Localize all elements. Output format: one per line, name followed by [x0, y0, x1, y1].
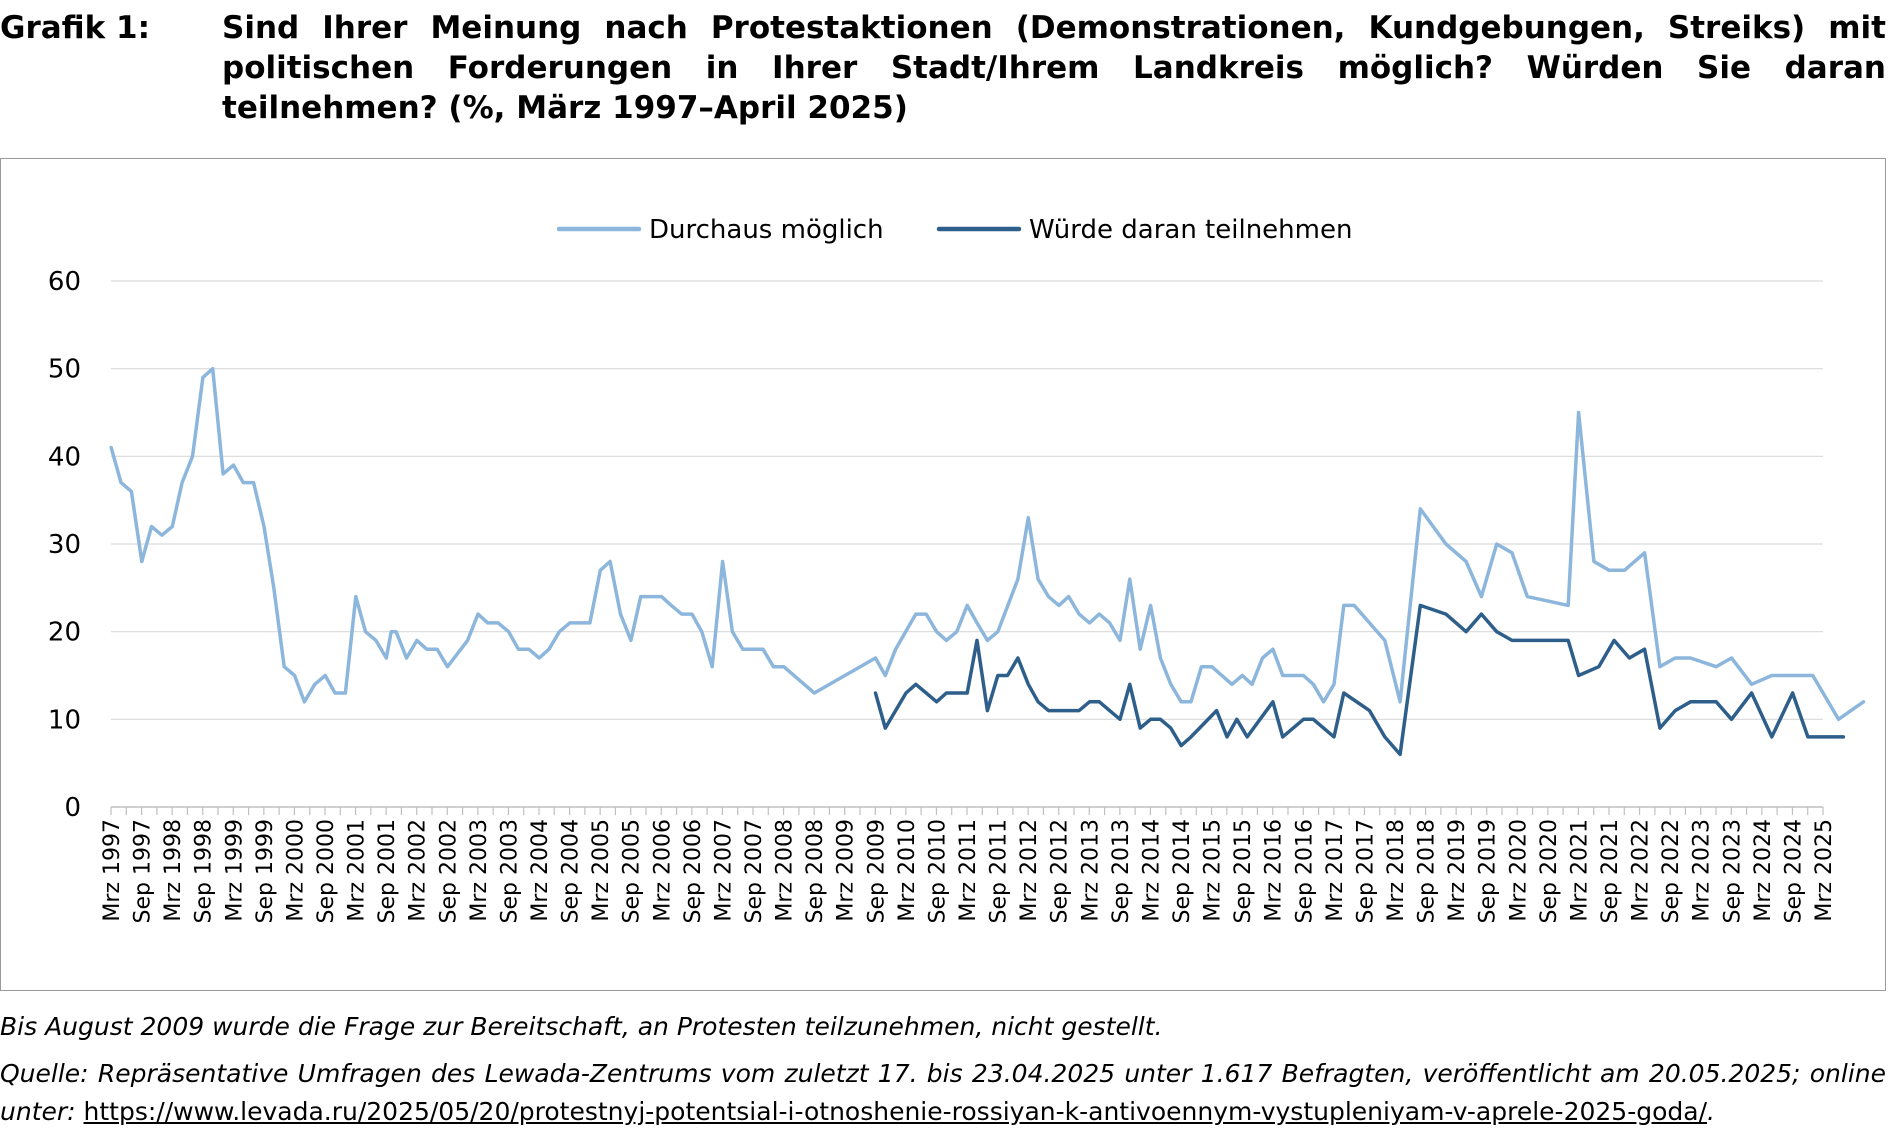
x-tick-label: Mrz 2021	[1567, 819, 1592, 922]
x-tick-label: Mrz 2008	[773, 819, 798, 922]
y-tick-label: 30	[48, 530, 81, 560]
x-tick-label: Mrz 2005	[589, 819, 614, 922]
series-line-1	[109, 366, 1866, 722]
source-suffix: .	[1707, 1097, 1715, 1126]
x-tick-label: Sep 2000	[314, 819, 339, 923]
x-tick-label: Mrz 2010	[895, 819, 920, 922]
x-tick-label: Sep 2003	[497, 819, 522, 923]
x-tick-label: Sep 1999	[253, 819, 278, 923]
x-tick-label: Mrz 2002	[406, 819, 431, 922]
x-tick-label: Sep 2005	[620, 819, 645, 923]
x-tick-label: Sep 1998	[192, 819, 217, 923]
x-tick-label: Mrz 2025	[1812, 819, 1837, 922]
x-tick-label: Sep 2023	[1720, 819, 1745, 923]
x-tick-label: Sep 2021	[1598, 819, 1623, 923]
x-tick-label: Mrz 2017	[1323, 819, 1348, 922]
x-tick-label: Mrz 2013	[1078, 819, 1103, 922]
x-tick-label: Sep 2013	[1109, 819, 1134, 923]
x-tick-label: Mrz 1998	[161, 819, 186, 922]
x-tick-label: Sep 2016	[1292, 819, 1317, 923]
x-tick-label: Mrz 2001	[345, 819, 370, 922]
x-tick-label: Sep 2006	[681, 819, 706, 923]
x-tick-label: Mrz 2007	[711, 819, 736, 922]
x-tick-label: Sep 2007	[742, 819, 767, 923]
x-tick-label: Sep 2017	[1353, 819, 1378, 923]
x-tick-label: Mrz 2019	[1445, 819, 1470, 922]
x-tick-label: Sep 2008	[803, 819, 828, 923]
y-tick-label: 20	[48, 618, 81, 648]
x-tick-label: Mrz 2012	[1017, 819, 1042, 922]
x-tick-label: Sep 2014	[1170, 819, 1195, 923]
x-tick-label: Mrz 2018	[1384, 819, 1409, 922]
figure-label: Grafik 1:	[0, 10, 151, 46]
chart-frame: 0 10 20 30 40 50 60 Mrz 1997 Sep 1997 Mrz 1998 Sep…	[0, 158, 1886, 991]
x-tick-label: Sep 2018	[1415, 819, 1440, 923]
legend-label: Würde daran teilnehmen	[1029, 215, 1352, 245]
x-tick-label: Mrz 2009	[834, 819, 859, 922]
footnote: Bis August 2009 wurde die Frage zur Bere…	[0, 1012, 1163, 1041]
x-tick-label: Sep 2001	[375, 819, 400, 923]
x-tick-label: Sep 1997	[131, 819, 156, 923]
x-tick-label: Sep 2011	[987, 819, 1012, 923]
x-tick-label: Mrz 1999	[222, 819, 247, 922]
x-tick-label: Mrz 2023	[1690, 819, 1715, 922]
source-text: Quelle: Repräsentative Umfragen des Lewa…	[0, 1059, 1886, 1126]
x-tick-label: Sep 2020	[1537, 819, 1562, 923]
x-tick-label: Mrz 2022	[1629, 819, 1654, 922]
x-tick-label: Sep 2004	[559, 819, 584, 923]
series-line-2	[873, 603, 1846, 757]
x-tick-label: Mrz 2014	[1139, 819, 1164, 922]
source-note: Quelle: Repräsentative Umfragen des Lewa…	[0, 1055, 1886, 1131]
x-tick-label: Mrz 2000	[283, 819, 308, 922]
x-tick-label: Sep 2019	[1476, 819, 1501, 923]
y-tick-label: 50	[48, 355, 81, 385]
y-tick-label: 10	[48, 705, 81, 735]
x-tick-label: Mrz 2004	[528, 819, 553, 922]
x-tick-label: Sep 2015	[1231, 819, 1256, 923]
x-tick-label: Mrz 2015	[1201, 819, 1226, 922]
x-tick-label: Sep 2010	[925, 819, 950, 923]
x-tick-label: Sep 2002	[436, 819, 461, 923]
x-tick-label: Mrz 1997	[100, 819, 125, 922]
x-tick-label: Mrz 2011	[956, 819, 981, 922]
x-tick-label: Mrz 2006	[650, 819, 675, 922]
y-tick-label: 40	[48, 442, 81, 472]
x-tick-label: Mrz 2016	[1262, 819, 1287, 922]
x-tick-label: Mrz 2020	[1506, 819, 1531, 922]
x-tick-label: Sep 2009	[864, 819, 889, 923]
source-link[interactable]: https://www.levada.ru/2025/05/20/protest…	[83, 1097, 1707, 1126]
x-tick-label: Sep 2012	[1048, 819, 1073, 923]
legend-label: Durchaus möglich	[649, 215, 884, 245]
x-tick-label: Sep 2022	[1659, 819, 1684, 923]
x-tick-label: Sep 2024	[1781, 819, 1806, 923]
x-tick-label: Mrz 2024	[1751, 819, 1776, 922]
figure-title: Sind Ihrer Meinung nach Protestaktionen …	[222, 10, 1886, 126]
y-tick-label: 60	[48, 267, 81, 297]
x-tick-label: Mrz 2003	[467, 819, 492, 922]
y-tick-label: 0	[64, 793, 81, 823]
